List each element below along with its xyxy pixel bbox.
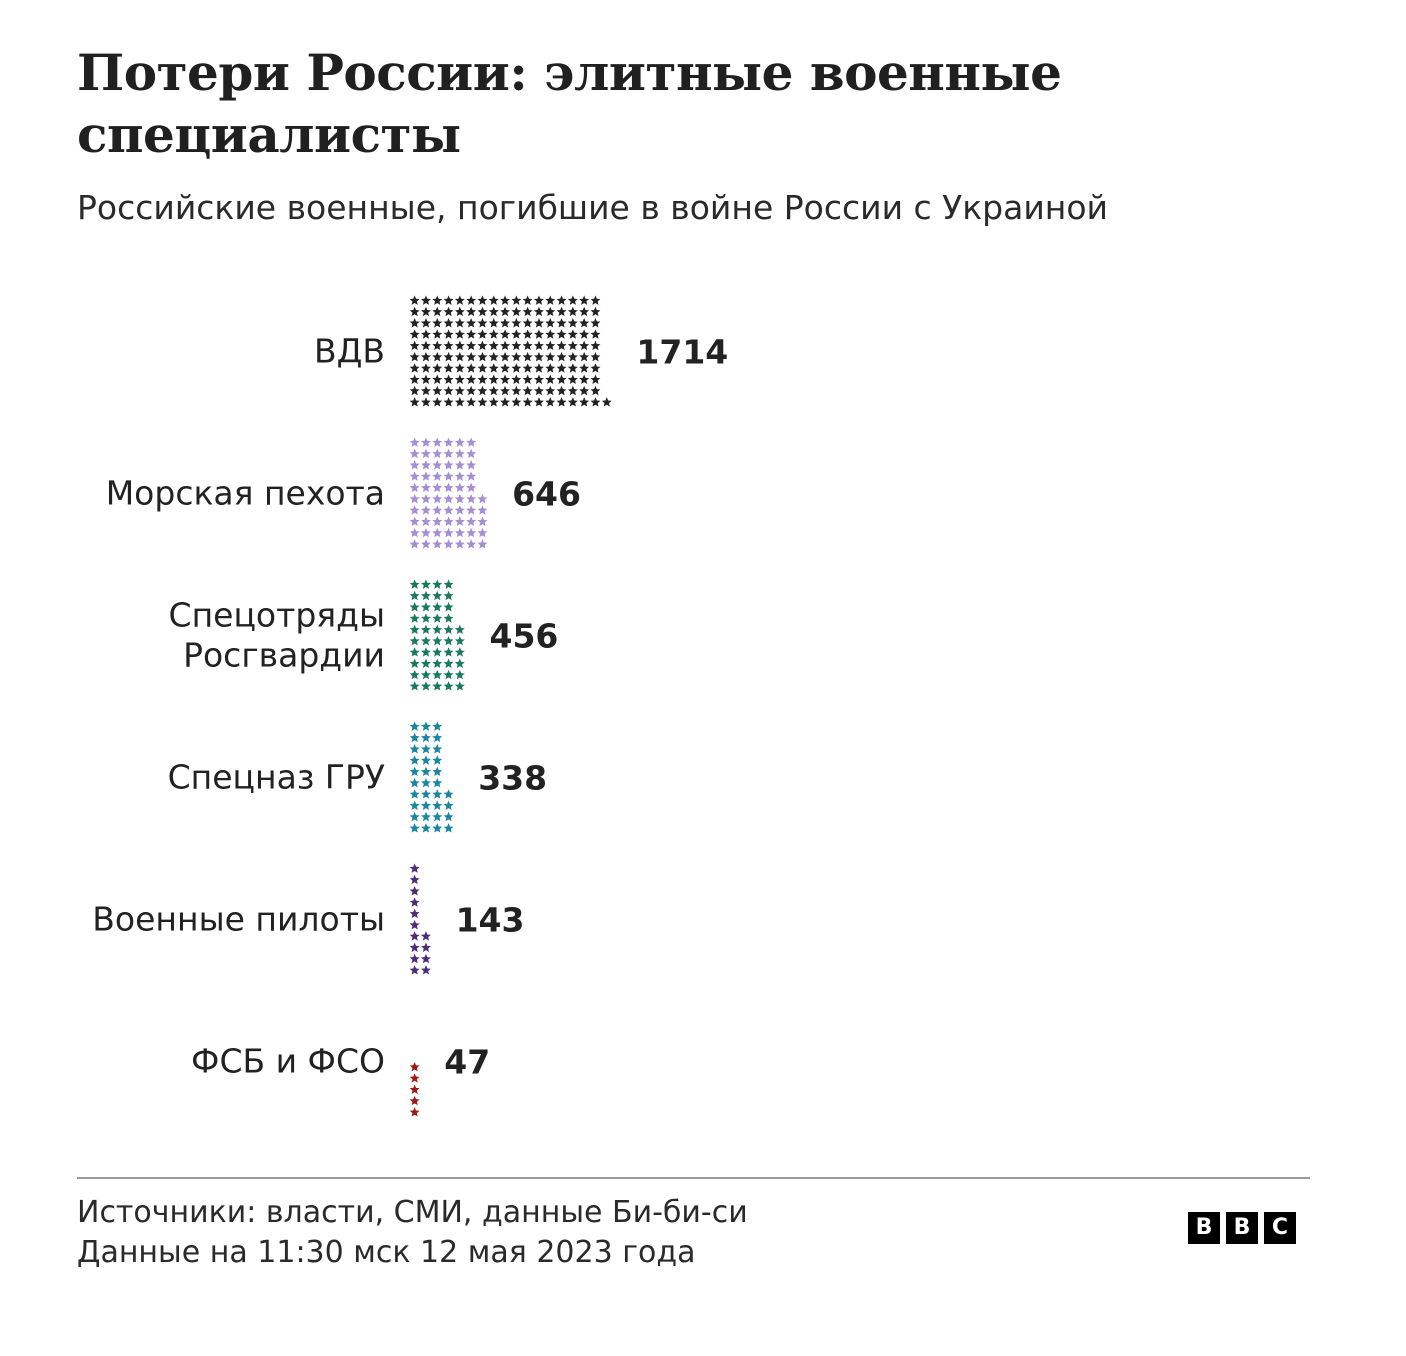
bbc-logo-letter-3: C <box>1264 1212 1296 1244</box>
category-label-морская-пехота: Морская пехота <box>106 474 385 513</box>
chart-title: Потери России: элитные военные специалис… <box>77 43 1062 164</box>
bbc-logo-letter-1: B <box>1188 1212 1220 1244</box>
footer-divider <box>77 1177 1310 1179</box>
bar-stars-спецотряды-росгвардии <box>409 579 465 691</box>
source-line: Источники: власти, СМИ, данные Би-би-си <box>77 1195 748 1230</box>
value-label-спецотряды-росгвардии: 456 <box>490 617 559 656</box>
category-label-военные-пилоты: Военные пилоты <box>92 900 385 939</box>
value-label-фсб-и-фсо: 47 <box>444 1043 490 1082</box>
footer-source: Источники: власти, СМИ, данные Би-би-си … <box>77 1193 748 1273</box>
value-label-вдв: 1714 <box>636 333 728 372</box>
bar-спецотряды-росгвардии: Спецотряды Росгвардии 456 <box>169 579 559 691</box>
category-label-вдв: ВДВ <box>314 332 385 371</box>
date-line: Данные на 11:30 мск 12 мая 2023 года <box>77 1235 696 1270</box>
value-label-спецназ-гру: 338 <box>478 759 547 798</box>
bbc-logo: B B C <box>1188 1212 1296 1244</box>
category-label-спецназ-гру: Спецназ ГРУ <box>168 758 385 797</box>
value-label-военные-пилоты: 143 <box>456 901 525 940</box>
bar-stars-фсб-и-фсо <box>409 1061 420 1117</box>
bar-морская-пехота: Морская пехота 646 <box>106 437 581 549</box>
bar-stars-морская-пехота <box>409 437 488 549</box>
bar-спецназ-гру: Спецназ ГРУ 338 <box>168 721 547 833</box>
bar-военные-пилоты: Военные пилоты 143 <box>92 863 525 975</box>
bar-вдв: ВДВ 1714 <box>314 295 728 407</box>
value-label-морская-пехота: 646 <box>512 475 581 514</box>
bar-фсб-и-фсо: ФСБ и ФСО 47 <box>191 1042 490 1117</box>
bar-stars-вдв <box>409 295 612 407</box>
category-label-фсб-и-фсо: ФСБ и ФСО <box>191 1042 385 1081</box>
chart-subtitle: Российские военные, погибшие в войне Рос… <box>77 188 1109 227</box>
category-label-спецотряды-росгвардии: Спецотряды Росгвардии <box>169 596 385 675</box>
bar-stars-военные-пилоты <box>409 863 431 975</box>
bar-stars-спецназ-гру <box>409 721 454 833</box>
bbc-logo-letter-2: B <box>1226 1212 1258 1244</box>
